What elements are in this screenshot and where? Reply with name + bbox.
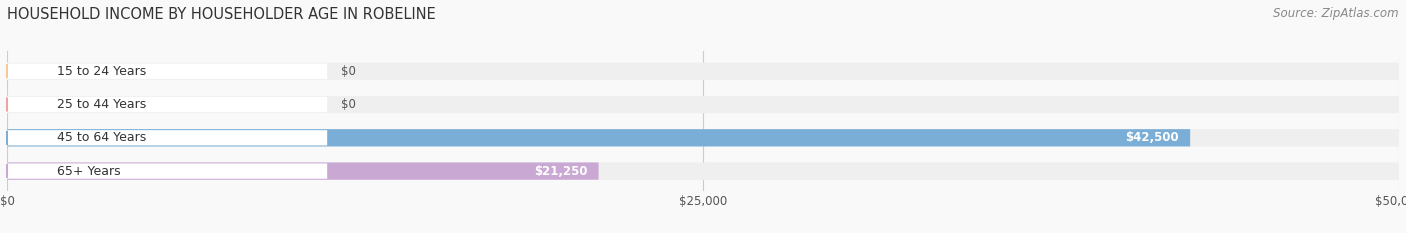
Text: $21,250: $21,250 bbox=[534, 164, 588, 178]
FancyBboxPatch shape bbox=[7, 97, 328, 112]
Text: $42,500: $42,500 bbox=[1125, 131, 1180, 144]
FancyBboxPatch shape bbox=[7, 96, 1399, 113]
Text: $0: $0 bbox=[342, 65, 356, 78]
FancyBboxPatch shape bbox=[7, 163, 328, 179]
FancyBboxPatch shape bbox=[7, 162, 1399, 180]
FancyBboxPatch shape bbox=[7, 129, 1399, 147]
Text: 45 to 64 Years: 45 to 64 Years bbox=[58, 131, 146, 144]
FancyBboxPatch shape bbox=[7, 162, 599, 180]
Text: 15 to 24 Years: 15 to 24 Years bbox=[58, 65, 146, 78]
FancyBboxPatch shape bbox=[7, 63, 1399, 80]
Text: HOUSEHOLD INCOME BY HOUSEHOLDER AGE IN ROBELINE: HOUSEHOLD INCOME BY HOUSEHOLDER AGE IN R… bbox=[7, 7, 436, 22]
FancyBboxPatch shape bbox=[7, 130, 328, 145]
Text: Source: ZipAtlas.com: Source: ZipAtlas.com bbox=[1274, 7, 1399, 20]
Text: $0: $0 bbox=[342, 98, 356, 111]
FancyBboxPatch shape bbox=[7, 129, 1191, 147]
Text: 25 to 44 Years: 25 to 44 Years bbox=[58, 98, 146, 111]
Text: 65+ Years: 65+ Years bbox=[58, 164, 121, 178]
FancyBboxPatch shape bbox=[7, 64, 328, 79]
